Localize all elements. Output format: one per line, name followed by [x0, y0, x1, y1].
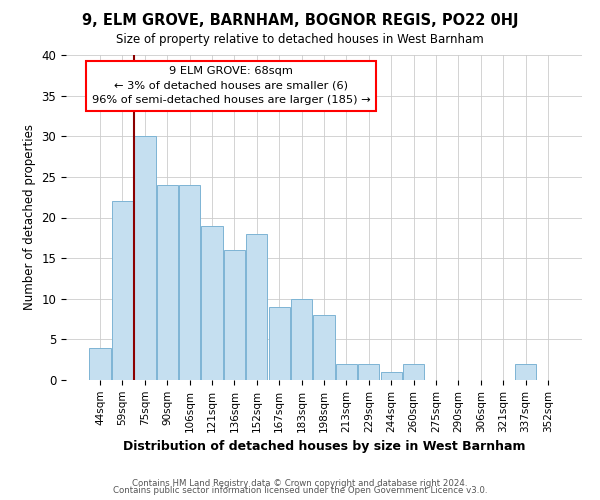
Text: Contains public sector information licensed under the Open Government Licence v3: Contains public sector information licen… — [113, 486, 487, 495]
Bar — [336, 364, 357, 380]
Bar — [380, 372, 402, 380]
Text: Contains HM Land Registry data © Crown copyright and database right 2024.: Contains HM Land Registry data © Crown c… — [132, 478, 468, 488]
Bar — [291, 298, 312, 380]
Bar — [112, 201, 133, 380]
Text: 9, ELM GROVE, BARNHAM, BOGNOR REGIS, PO22 0HJ: 9, ELM GROVE, BARNHAM, BOGNOR REGIS, PO2… — [82, 12, 518, 28]
Bar — [224, 250, 245, 380]
Text: Size of property relative to detached houses in West Barnham: Size of property relative to detached ho… — [116, 32, 484, 46]
Bar — [358, 364, 379, 380]
Bar — [157, 185, 178, 380]
X-axis label: Distribution of detached houses by size in West Barnham: Distribution of detached houses by size … — [123, 440, 525, 453]
Bar — [179, 185, 200, 380]
Y-axis label: Number of detached properties: Number of detached properties — [23, 124, 36, 310]
Bar — [89, 348, 111, 380]
Bar — [202, 226, 223, 380]
Bar — [269, 307, 290, 380]
Text: 9 ELM GROVE: 68sqm
← 3% of detached houses are smaller (6)
96% of semi-detached : 9 ELM GROVE: 68sqm ← 3% of detached hous… — [92, 66, 370, 105]
Bar — [313, 315, 335, 380]
Bar — [515, 364, 536, 380]
Bar — [246, 234, 268, 380]
Bar — [403, 364, 424, 380]
Bar — [134, 136, 155, 380]
